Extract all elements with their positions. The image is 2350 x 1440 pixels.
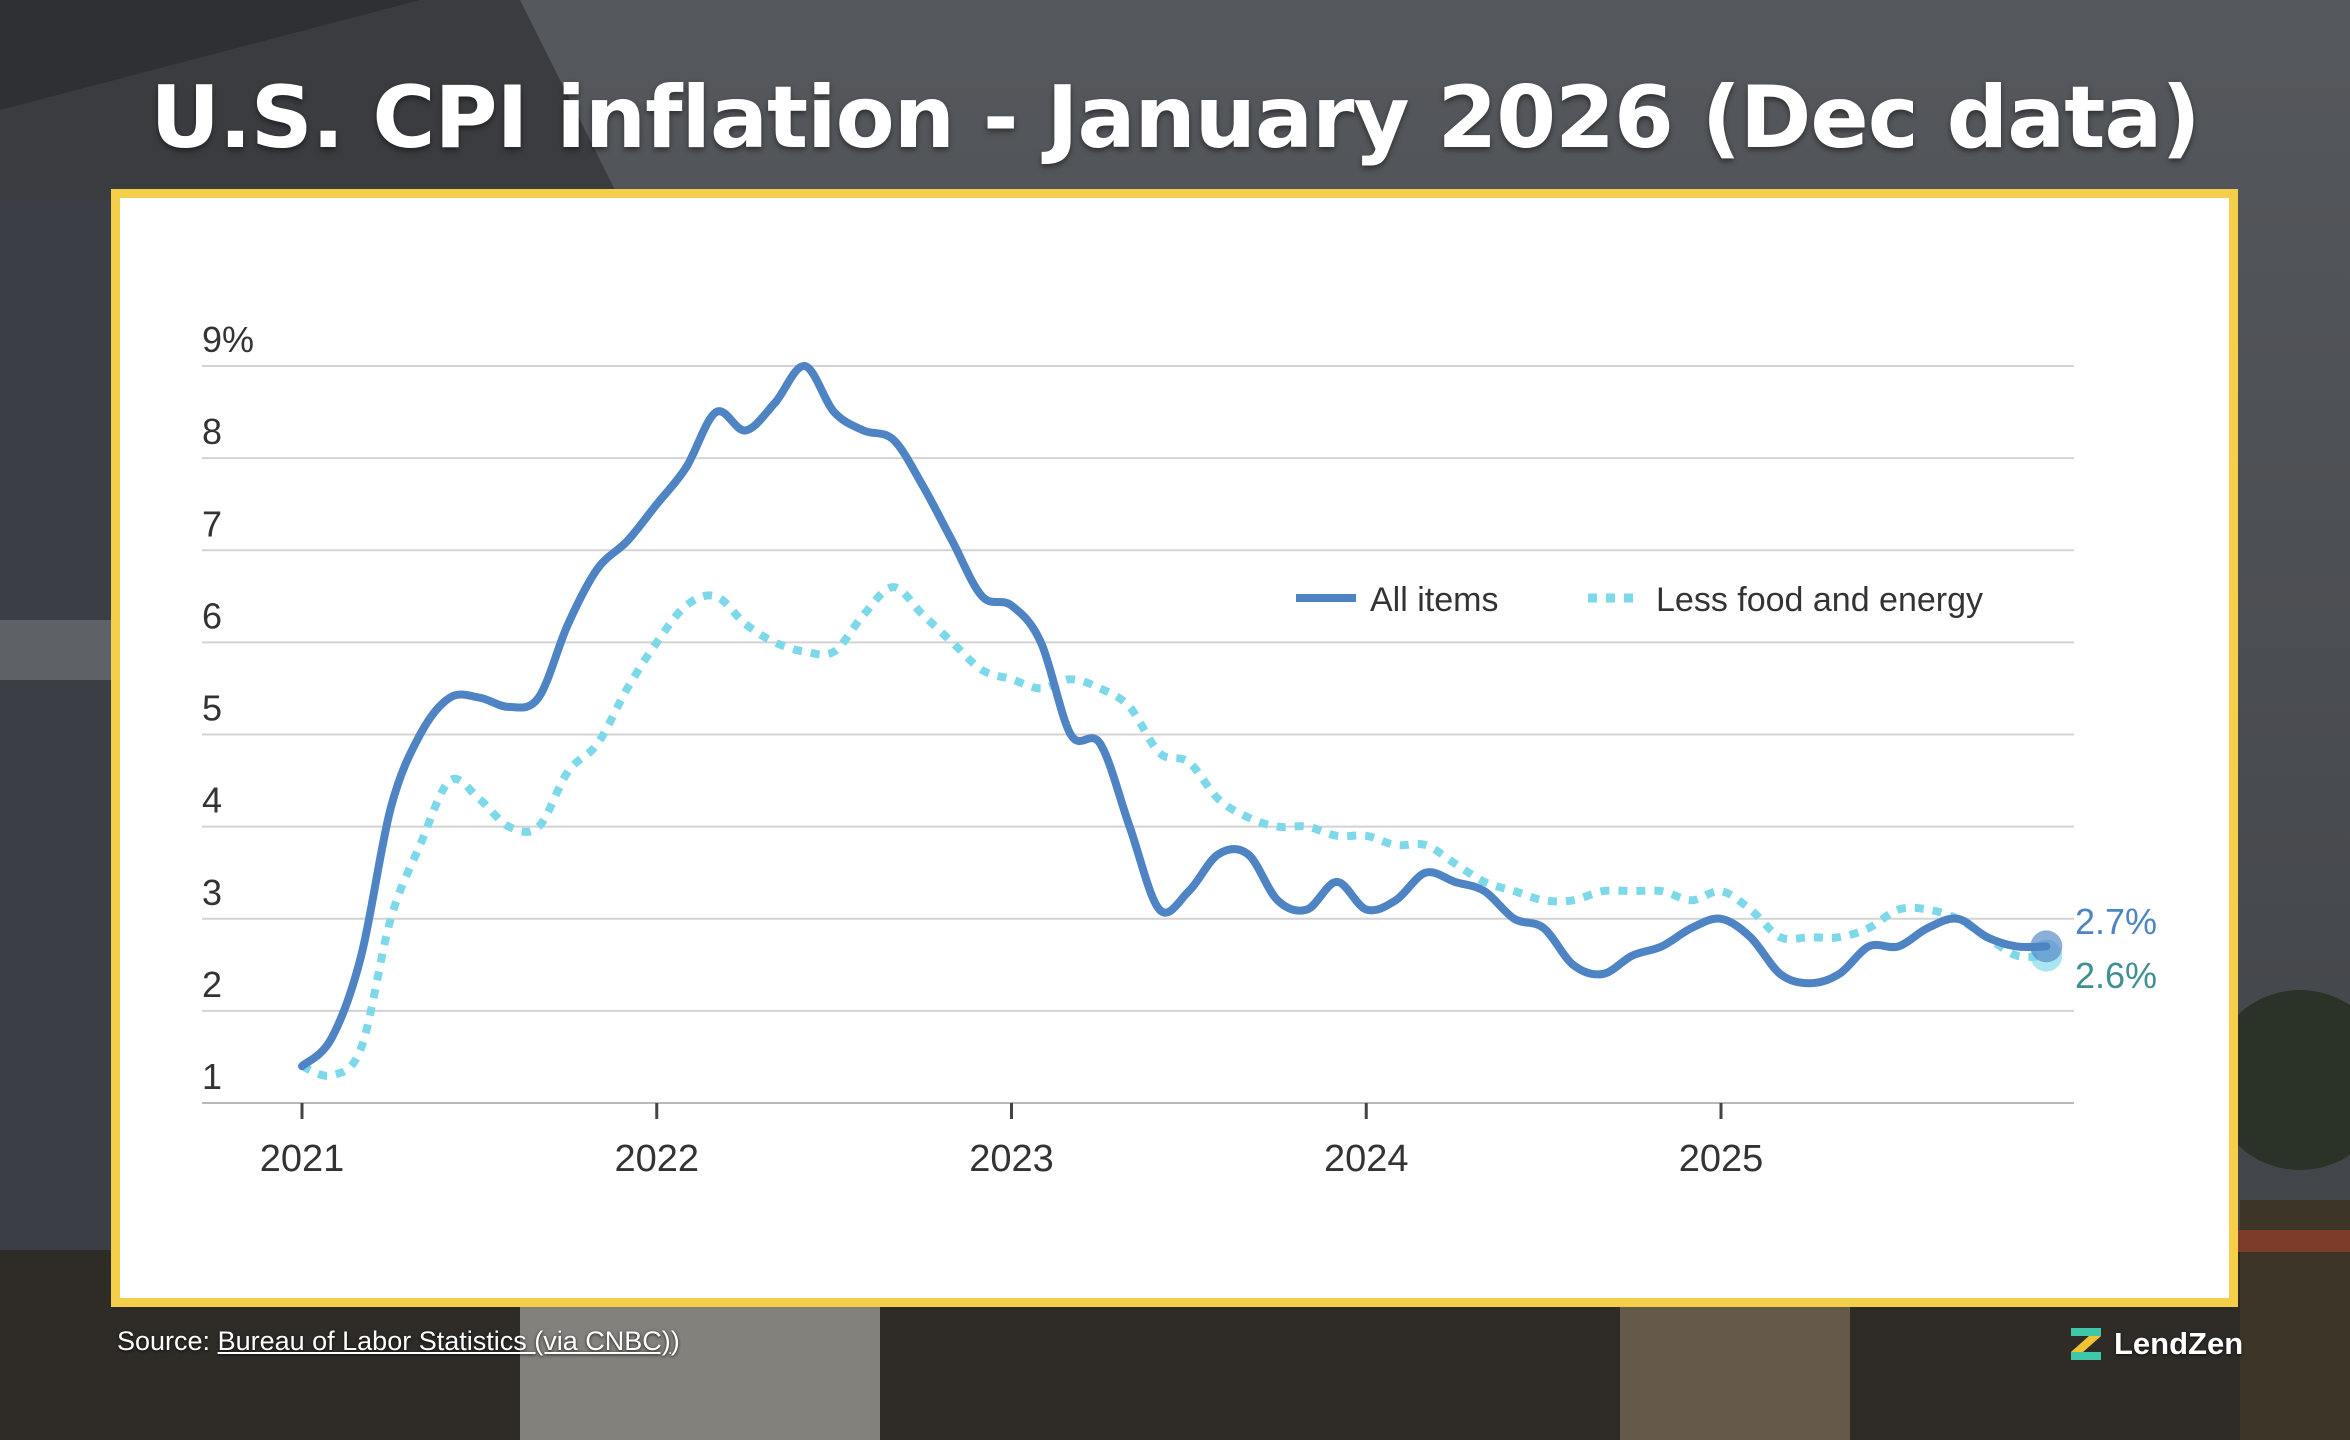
- y-tick-label: 4: [202, 780, 222, 821]
- x-tick-label: 2024: [1324, 1138, 1409, 1180]
- y-tick-label: 8: [202, 411, 222, 452]
- brand-logo: LendZen: [2068, 1322, 2243, 1366]
- series-endpoint-all-items: [2030, 930, 2063, 963]
- x-tick-label: 2023: [969, 1138, 1054, 1180]
- end-label-less-food-energy: 2.6%: [2075, 955, 2157, 996]
- y-tick-label: 6: [202, 595, 222, 636]
- source-note: Source: Bureau of Labor Statistics (via …: [117, 1326, 680, 1357]
- x-tick-label: 2025: [1679, 1138, 1764, 1180]
- chart-frame: [111, 189, 2238, 1307]
- y-tick-label: 7: [202, 503, 222, 544]
- series-layer: [298, 362, 2063, 1080]
- lendzen-logo-icon: [2071, 1328, 2101, 1360]
- y-tick-label: 9%: [202, 319, 254, 360]
- series-line-less-food-energy: [300, 583, 2047, 1080]
- y-tick-label: 5: [202, 688, 222, 729]
- source-suffix: ): [670, 1326, 680, 1356]
- page-title: U.S. CPI inflation - January 2026 (Dec d…: [150, 68, 2200, 168]
- brand-name: LendZen: [2114, 1326, 2244, 1361]
- end-labels: 2.7% 2.6%: [2075, 901, 2157, 996]
- series-line-all-items: [298, 362, 2051, 1071]
- x-tick-label: 2021: [260, 1138, 345, 1180]
- legend-label-less-food-energy: Less food and energy: [1656, 581, 1983, 619]
- legend: All items Less food and energy: [1296, 581, 1983, 619]
- x-tick-label: 2022: [614, 1138, 699, 1180]
- y-tick-label: 1: [202, 1056, 222, 1097]
- end-label-all-items: 2.7%: [2075, 901, 2157, 942]
- source-prefix: Source:: [117, 1326, 218, 1356]
- legend-label-all-items: All items: [1370, 581, 1498, 619]
- grid-layer: 1 2 3 4 5 6 7 8 9% 2021 2022 2023 2024 2025: [202, 319, 2074, 1180]
- source-link[interactable]: Bureau of Labor Statistics (via CNBC): [217, 1326, 671, 1356]
- y-tick-label: 3: [202, 872, 222, 913]
- y-tick-label: 2: [202, 964, 222, 1005]
